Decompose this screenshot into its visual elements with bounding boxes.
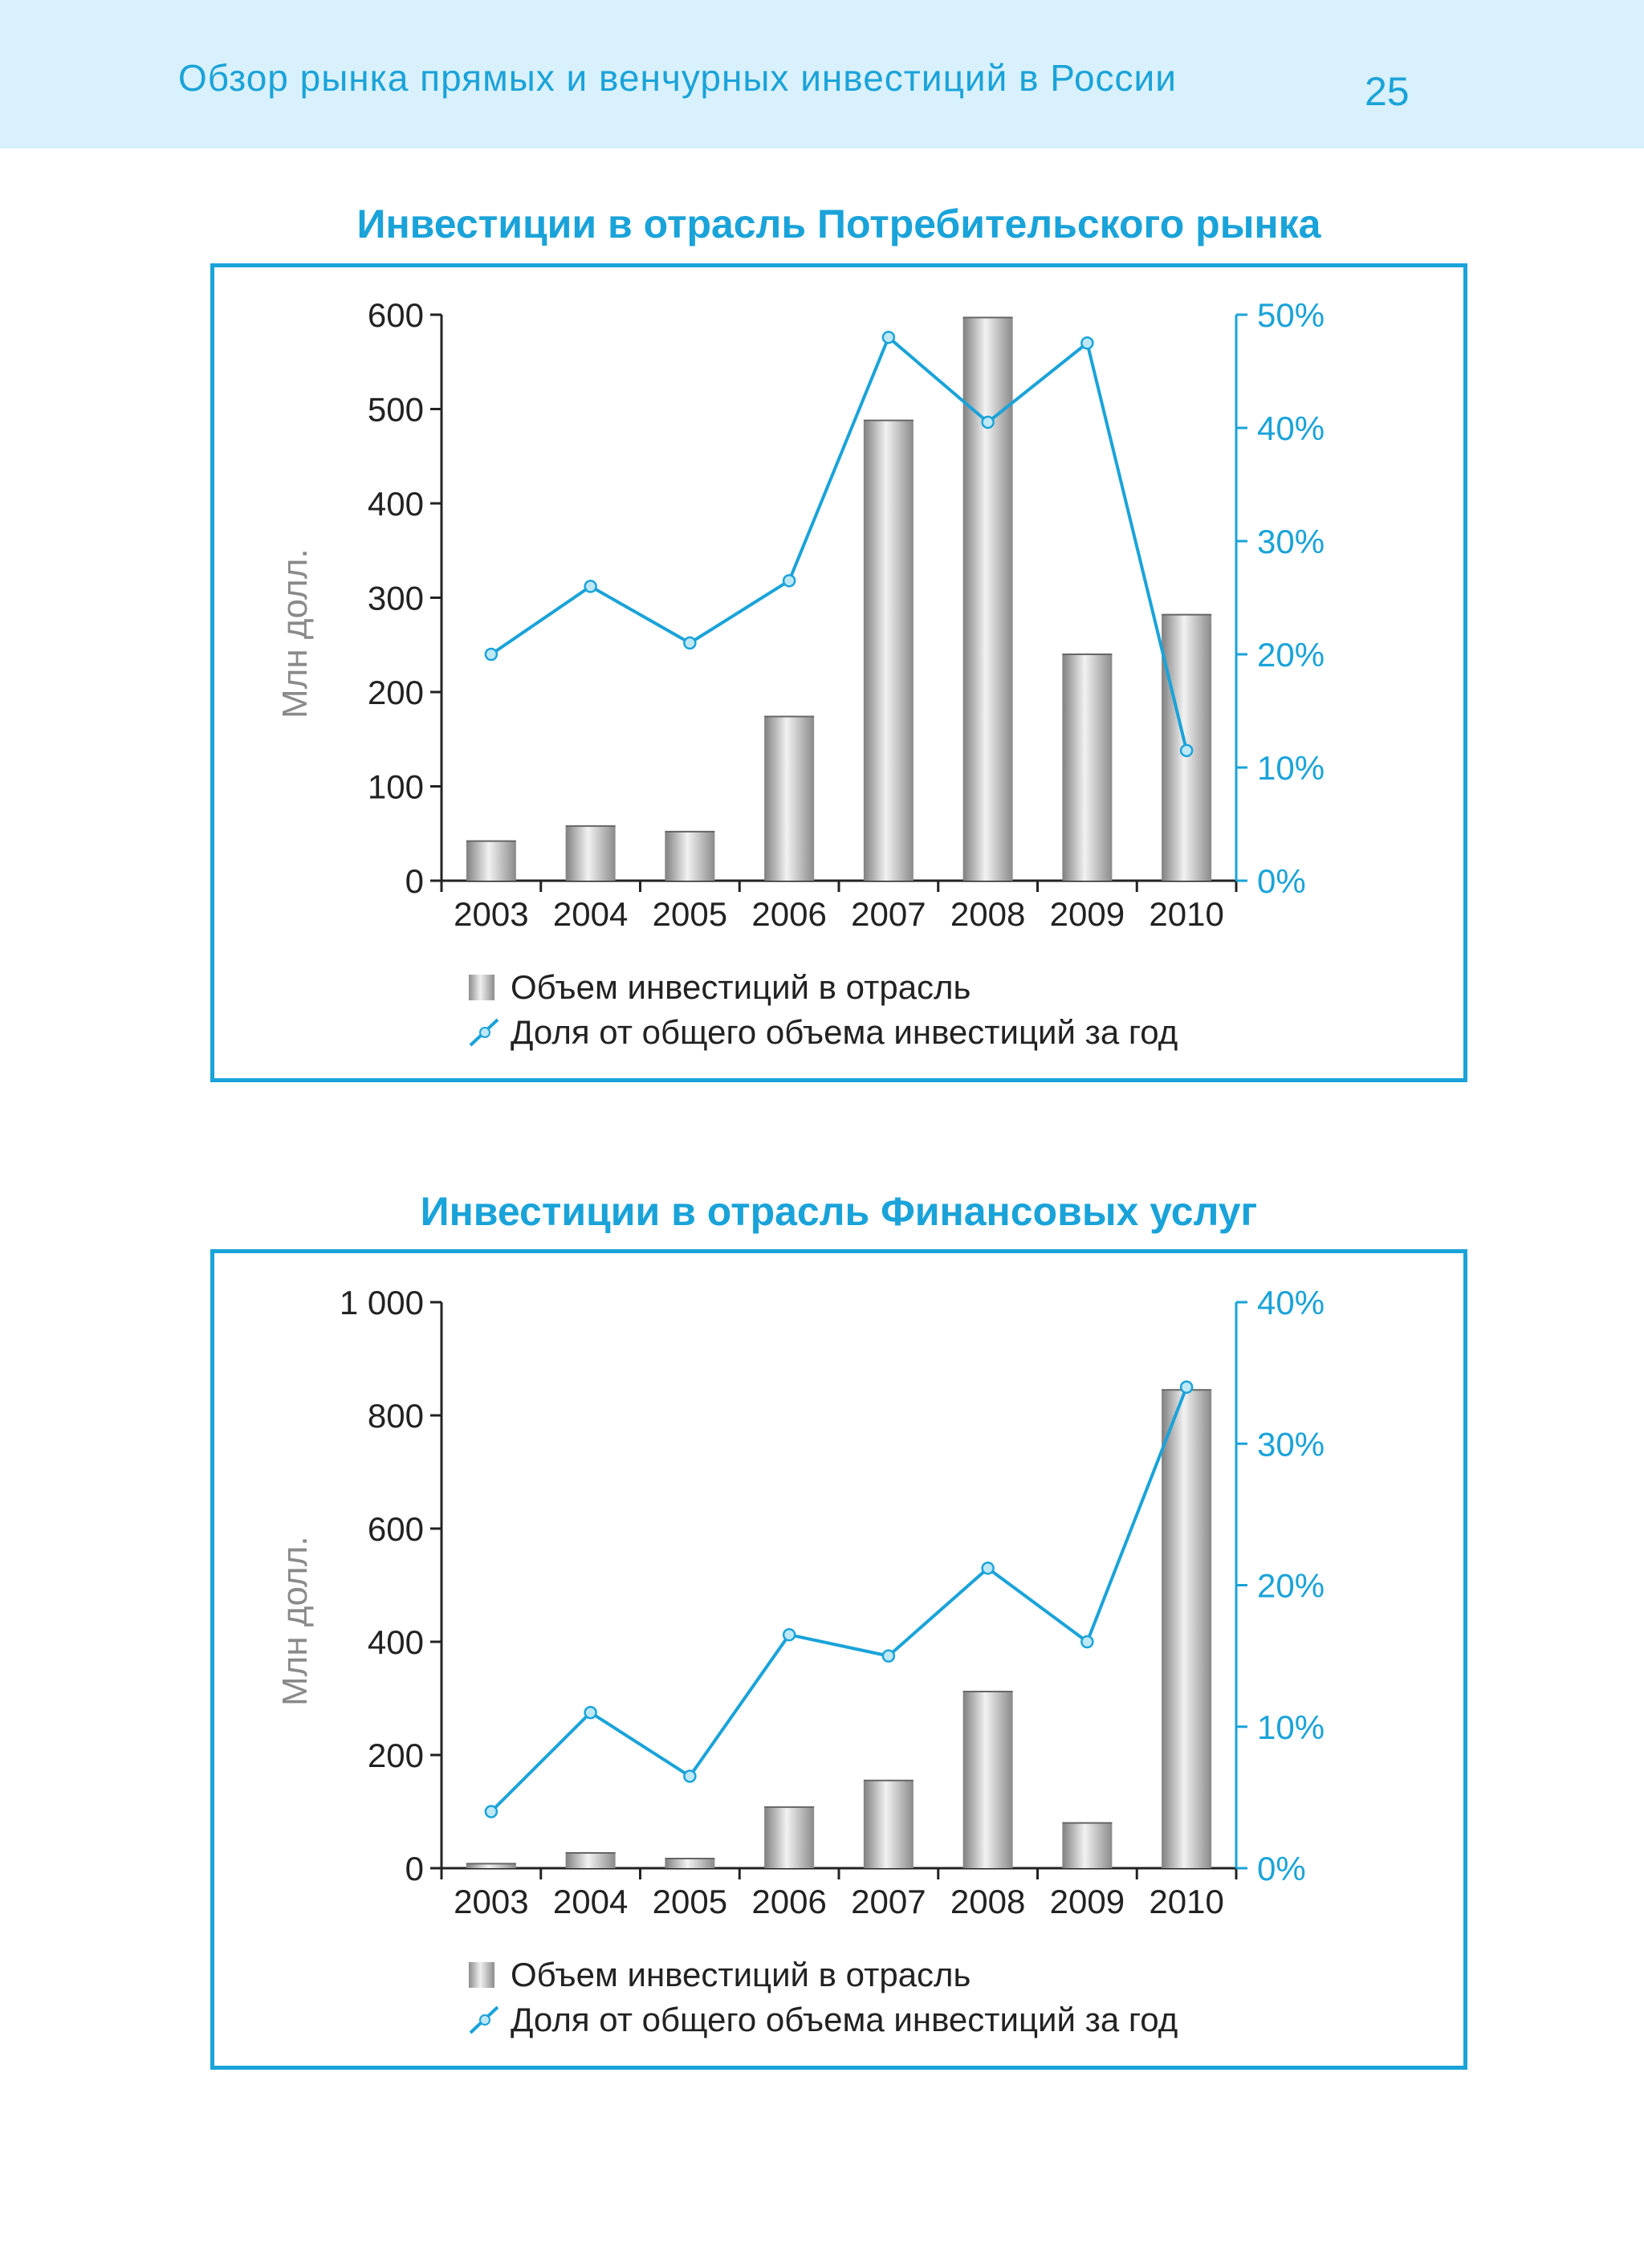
share-point [782, 1627, 796, 1642]
y2-tick-label: 30% [1257, 1425, 1325, 1463]
share-point [1179, 1380, 1194, 1394]
x-tick-label: 2009 [1050, 1883, 1125, 1920]
share-point [782, 574, 796, 588]
legend-label-bars: Объем инвестиций в отрасль [511, 968, 971, 1006]
bar [665, 831, 715, 881]
share-point [484, 1805, 498, 1818]
y2-tick-label: 50% [1257, 296, 1325, 334]
y2-tick-label: 0% [1257, 1850, 1306, 1887]
bar [863, 420, 914, 881]
share-point [584, 580, 597, 593]
bar [764, 716, 815, 881]
bar [962, 1692, 1013, 1868]
share-point [1080, 1635, 1094, 1649]
bar [1062, 1822, 1113, 1868]
x-tick-label: 2004 [553, 1883, 628, 1920]
y2-tick-label: 30% [1257, 523, 1325, 560]
share-point [683, 1769, 697, 1783]
x-tick-label: 2006 [751, 1883, 826, 1920]
legend-item-bars: Объем инвестиций в отрасль [469, 1952, 1178, 1997]
x-tick-label: 2005 [653, 895, 727, 933]
share-point [683, 636, 697, 650]
y2-tick-label: 10% [1257, 1708, 1325, 1746]
y-tick-label: 400 [368, 1623, 424, 1661]
bar [962, 317, 1013, 881]
y2-tick-label: 40% [1257, 1284, 1325, 1321]
chart-2-title: Инвестиции в отрасль Финансовых услуг [420, 1189, 1258, 1234]
x-tick-label: 2004 [553, 895, 628, 933]
share-line [490, 336, 1189, 751]
x-tick-label: 2003 [454, 1883, 528, 1920]
bar [565, 1852, 616, 1868]
x-tick-label: 2005 [653, 1883, 727, 1920]
y-tick-label: 0 [405, 1850, 424, 1887]
y-tick-label: 300 [368, 580, 424, 617]
y2-tick-label: 10% [1257, 749, 1325, 787]
y-tick-label: 200 [368, 674, 424, 711]
x-tick-label: 2009 [1050, 895, 1125, 933]
x-tick-label: 2010 [1149, 895, 1223, 933]
share-point [981, 1562, 995, 1575]
share-point [881, 330, 896, 344]
x-tick-label: 2008 [950, 895, 1025, 933]
page-number: 25 [1365, 69, 1410, 114]
legend-item-line: Доля от общего объема инвестиций за год [469, 1010, 1178, 1055]
chart-2-legend: Объем инвестиций в отрасль Доля от общег… [469, 1952, 1178, 2042]
share-line [490, 1386, 1188, 1813]
share-point [1080, 336, 1094, 350]
bar [665, 1859, 715, 1868]
y2-tick-label: 20% [1257, 636, 1325, 674]
y2-tick-label: 20% [1257, 1567, 1325, 1605]
chart-1-frame [210, 263, 1467, 1082]
y-tick-label: 500 [368, 391, 424, 429]
y-tick-label: 600 [368, 296, 424, 334]
bar [1062, 654, 1113, 881]
share-point [584, 1705, 597, 1720]
y2-tick-label: 40% [1257, 409, 1325, 447]
y-tick-label: 1 000 [340, 1284, 424, 1321]
chart-1-title: Инвестиции в отрасль Потребительского ры… [356, 202, 1321, 246]
x-tick-label: 2003 [454, 895, 528, 933]
bar-swatch-icon [469, 975, 494, 1000]
bar-swatch-icon [469, 1962, 494, 1988]
line-marker-icon [469, 2005, 499, 2034]
header-title: Обзор рынка прямых и венчурных инвестици… [178, 57, 1177, 99]
y-tick-label: 100 [368, 768, 424, 806]
x-tick-label: 2007 [851, 895, 926, 933]
chart-2-frame [210, 1249, 1467, 2070]
y-tick-label: 400 [368, 485, 424, 523]
y-tick-label: 200 [368, 1737, 424, 1774]
y-tick-label: 800 [368, 1397, 424, 1435]
share-point [1179, 743, 1194, 758]
share-point [484, 647, 498, 662]
chart-1-legend: Объем инвестиций в отрасль Доля от общег… [469, 965, 1178, 1055]
bar [565, 825, 616, 881]
page-header: Обзор рынка прямых и венчурных инвестици… [0, 0, 1644, 149]
share-point [881, 1649, 896, 1663]
bar [863, 1780, 914, 1868]
legend-label-bars: Объем инвестиций в отрасль [511, 1956, 971, 1993]
y2-tick-label: 0% [1257, 862, 1306, 900]
share-point [981, 415, 995, 430]
y-tick-label: 600 [368, 1510, 424, 1548]
line-marker-icon [469, 1018, 499, 1047]
bar [764, 1806, 815, 1868]
legend-label-line: Доля от общего объема инвестиций за год [511, 2001, 1178, 2038]
bar [466, 841, 516, 881]
legend-label-line: Доля от общего объема инвестиций за год [511, 1013, 1178, 1051]
legend-item-line: Доля от общего объема инвестиций за год [469, 1997, 1178, 2042]
bar [466, 1863, 516, 1868]
x-tick-label: 2006 [751, 895, 826, 933]
bar [1162, 1390, 1212, 1868]
x-tick-label: 2010 [1149, 1883, 1223, 1920]
x-tick-label: 2008 [950, 1883, 1025, 1920]
legend-item-bars: Объем инвестиций в отрасль [469, 965, 1178, 1010]
y-tick-label: 0 [405, 862, 424, 900]
x-tick-label: 2007 [851, 1883, 926, 1920]
